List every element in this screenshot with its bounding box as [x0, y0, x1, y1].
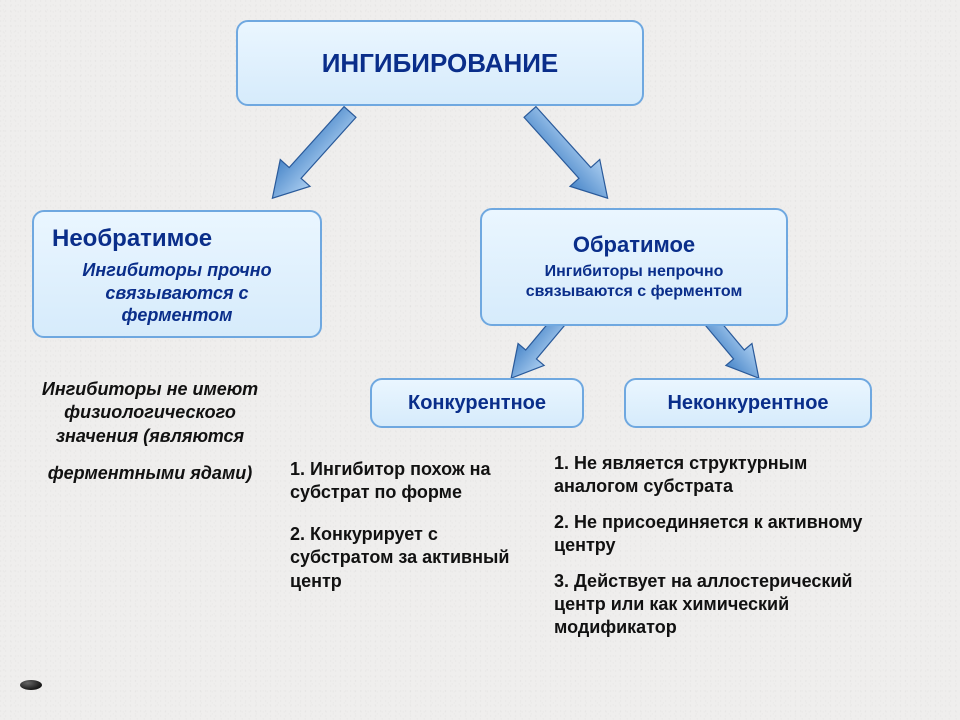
node-reversible: Обратимое Ингибиторы непрочно связываютс…	[480, 208, 788, 326]
irreversible-subtitle: Ингибиторы прочно связываются с ферменто…	[52, 259, 302, 327]
noncompetitive-points: 1. Не является структурным аналогом субс…	[554, 452, 864, 640]
noncompetitive-point: 2. Не присоединяется к активному центру	[554, 511, 864, 558]
irreversible-title: Необратимое	[44, 225, 212, 253]
competitive-point: 2. Конкурирует с субстратом за активный …	[290, 523, 530, 593]
competitive-points: 1. Ингибитор похож на субстрат по форме …	[290, 458, 530, 593]
node-root: ИНГИБИРОВАНИЕ	[236, 20, 644, 106]
node-irreversible: Необратимое Ингибиторы прочно связываютс…	[32, 210, 322, 338]
irreversible-note-line: ферментными ядами)	[20, 462, 280, 485]
decorative-dot	[20, 680, 42, 690]
irreversible-note-line: значения (являются	[20, 425, 280, 448]
irreversible-note: Ингибиторы не имеют физиологического зна…	[20, 378, 280, 486]
root-label: ИНГИБИРОВАНИЕ	[322, 48, 559, 79]
reversible-subtitle: Ингибиторы непрочно связываются с фермен…	[504, 262, 764, 302]
irreversible-note-line: физиологического	[20, 401, 280, 424]
reversible-title: Обратимое	[573, 232, 695, 258]
competitive-point: 1. Ингибитор похож на субстрат по форме	[290, 458, 530, 505]
irreversible-note-line: Ингибиторы не имеют	[20, 378, 280, 401]
node-noncompetitive: Неконкурентное	[624, 378, 872, 428]
noncompetitive-point: 1. Не является структурным аналогом субс…	[554, 452, 864, 499]
noncompetitive-point: 3. Действует на аллостерический центр ил…	[554, 570, 864, 640]
node-competitive: Конкурентное	[370, 378, 584, 428]
noncompetitive-label: Неконкурентное	[667, 392, 828, 415]
competitive-label: Конкурентное	[408, 392, 546, 415]
